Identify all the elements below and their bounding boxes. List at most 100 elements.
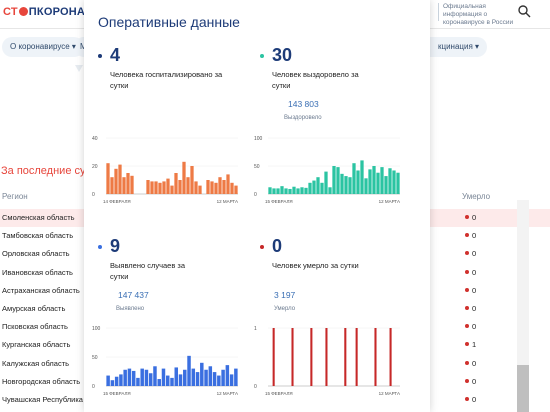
chart-bar[interactable] (110, 177, 114, 194)
chart-bar[interactable] (340, 173, 344, 194)
chart-bar[interactable] (292, 186, 296, 194)
chart-bar[interactable] (106, 375, 110, 386)
table-row[interactable]: Астраханская область 0 (0, 282, 550, 300)
chart-bar[interactable] (195, 372, 200, 386)
chart-bar[interactable] (214, 182, 218, 194)
chart-bar[interactable] (136, 377, 140, 386)
chart-bar[interactable] (144, 369, 149, 386)
table-row[interactable]: Курганская область 1 (0, 336, 550, 354)
chart-bar[interactable] (119, 374, 123, 386)
chart-bar[interactable] (183, 369, 187, 386)
chart-bar[interactable] (291, 328, 294, 386)
chart-bar[interactable] (114, 168, 118, 194)
table-row[interactable]: Амурская область 0 (0, 300, 550, 318)
chart-bar[interactable] (312, 180, 316, 194)
chart-bar[interactable] (187, 355, 191, 386)
chart-bar[interactable] (131, 370, 136, 386)
chart-bar[interactable] (356, 170, 360, 194)
chart-bar[interactable] (296, 188, 300, 194)
chart-bar[interactable] (157, 379, 161, 386)
chart-bar[interactable] (336, 167, 340, 194)
chart-bar[interactable] (308, 182, 312, 194)
scrollbar-thumb[interactable] (517, 365, 529, 412)
chart-bar[interactable] (360, 160, 364, 194)
chart-bar[interactable] (376, 172, 380, 194)
chart-bar[interactable] (140, 368, 144, 386)
nav-pill-vaccination[interactable]: кцинация ▾ (430, 37, 488, 57)
chart-bar[interactable] (154, 181, 158, 194)
site-logo[interactable]: СТ ПКОРОНАВИ (3, 6, 101, 18)
chart-bar[interactable] (396, 172, 400, 194)
table-row[interactable]: Псковская область 0 (0, 318, 550, 336)
chart-bar[interactable] (221, 369, 225, 386)
chart-bar[interactable] (344, 328, 347, 386)
chart-bar[interactable] (276, 188, 280, 194)
chart-bar[interactable] (372, 166, 376, 194)
chart-bar[interactable] (380, 167, 384, 194)
chart-bar[interactable] (178, 180, 182, 194)
chart-bar[interactable] (300, 187, 304, 194)
table-row[interactable]: Калужская область 0 (0, 355, 550, 373)
chart-bar[interactable] (217, 375, 221, 386)
chart-bar[interactable] (126, 173, 130, 194)
chart-bar[interactable] (206, 180, 210, 194)
table-row[interactable]: Чувашская Республика 0 (0, 391, 550, 409)
chart-bar[interactable] (166, 178, 170, 194)
chart-bar[interactable] (364, 178, 368, 194)
chart-bar[interactable] (170, 185, 174, 194)
chart-bar[interactable] (174, 173, 178, 194)
chart-bar[interactable] (191, 368, 196, 386)
chart-bar[interactable] (384, 176, 388, 194)
chart-bar[interactable] (352, 163, 356, 194)
chart-bar[interactable] (162, 181, 166, 194)
chart-bar[interactable] (234, 185, 238, 194)
chart-bar[interactable] (389, 328, 392, 386)
chart-bar[interactable] (310, 328, 313, 386)
chart-bar[interactable] (146, 180, 150, 194)
chart-bar[interactable] (170, 377, 174, 386)
chart-bar[interactable] (200, 362, 204, 386)
chart-bar[interactable] (198, 185, 202, 194)
chart-bar[interactable] (388, 168, 392, 194)
chart-bar[interactable] (110, 380, 115, 386)
chart-bar[interactable] (106, 163, 110, 194)
chart-bar[interactable] (368, 169, 372, 194)
chart-bar[interactable] (355, 328, 358, 386)
chart-bar[interactable] (316, 177, 320, 194)
chart-bar[interactable] (325, 328, 328, 386)
chart-bar[interactable] (212, 372, 217, 386)
chart-bar[interactable] (324, 171, 328, 194)
search-icon[interactable] (517, 4, 531, 18)
chart-bar[interactable] (122, 177, 126, 194)
chart-bar[interactable] (204, 369, 208, 386)
chart-bar[interactable] (218, 177, 222, 194)
chart-bar[interactable] (392, 170, 396, 194)
chart-bar[interactable] (272, 328, 275, 386)
chart-bar[interactable] (229, 374, 234, 386)
table-row[interactable]: Тамбовская область 0 (0, 227, 550, 245)
chart-bar[interactable] (130, 175, 134, 194)
chart-bar[interactable] (153, 366, 157, 386)
table-row[interactable]: Ивановская область 0 (0, 264, 550, 282)
chart-bar[interactable] (158, 182, 162, 194)
chart-bar[interactable] (280, 186, 284, 194)
table-row[interactable]: Новгородская область 0 (0, 373, 550, 391)
chart-bar[interactable] (150, 181, 154, 194)
chart-bar[interactable] (118, 164, 122, 194)
chart-bar[interactable] (304, 187, 308, 194)
chart-bar[interactable] (272, 188, 276, 194)
chart-bar[interactable] (332, 166, 336, 194)
chart-bar[interactable] (222, 180, 226, 194)
table-row[interactable]: Орловская область 0 (0, 245, 550, 263)
chart-bar[interactable] (344, 176, 348, 194)
chart-bar[interactable] (186, 177, 190, 194)
chart-bar[interactable] (210, 181, 214, 194)
chart-bar[interactable] (148, 373, 153, 386)
chart-bar[interactable] (348, 177, 352, 194)
chart-bar[interactable] (182, 161, 186, 194)
nav-pill-about[interactable]: О коронавирусе ▾ (2, 37, 84, 57)
chart-bar[interactable] (234, 368, 238, 386)
chart-bar[interactable] (161, 368, 166, 386)
chart-bar[interactable] (123, 369, 127, 386)
chart-bar[interactable] (284, 188, 288, 194)
